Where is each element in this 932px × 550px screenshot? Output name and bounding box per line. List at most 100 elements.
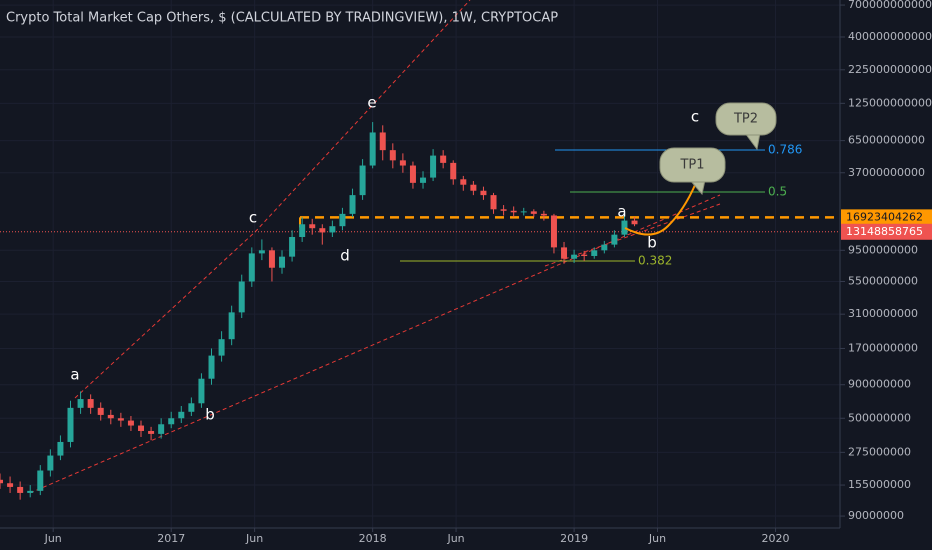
y-tick-label: 5500000000 bbox=[848, 274, 918, 287]
candle-body bbox=[621, 220, 628, 235]
candle-body bbox=[500, 209, 507, 211]
candle-body bbox=[208, 355, 215, 379]
candle-body bbox=[47, 455, 54, 471]
candle-body bbox=[339, 213, 346, 227]
x-tick-label: Jun bbox=[648, 532, 666, 545]
fib-label: 0.382 bbox=[638, 254, 672, 268]
candle-body bbox=[97, 407, 104, 415]
candle-body bbox=[329, 226, 336, 233]
candle-body bbox=[238, 281, 245, 313]
candle-body bbox=[228, 312, 235, 340]
wave-label: d bbox=[340, 247, 350, 265]
candle-body bbox=[27, 490, 34, 493]
candle-body bbox=[490, 195, 497, 210]
x-tick-label: Jun bbox=[446, 532, 464, 545]
candle-body bbox=[198, 378, 205, 404]
candle-body bbox=[440, 155, 447, 163]
candle-body bbox=[309, 224, 316, 229]
candle-body bbox=[631, 220, 638, 225]
candle-body bbox=[430, 155, 437, 178]
fib-label: 0.786 bbox=[768, 143, 802, 157]
y-tick-label: 65000000000 bbox=[848, 134, 925, 147]
x-tick-label: 2017 bbox=[157, 532, 185, 545]
candle-body bbox=[0, 479, 3, 484]
projection bbox=[624, 184, 696, 236]
callout-box bbox=[715, 102, 777, 136]
y-tick-label: 700000000000 bbox=[848, 0, 932, 11]
candle-body bbox=[460, 179, 467, 185]
y-tick-label: 900000000 bbox=[848, 378, 911, 391]
candle-body bbox=[399, 160, 406, 166]
candle-body bbox=[379, 132, 386, 151]
candle-body bbox=[530, 211, 537, 214]
candle-body bbox=[480, 190, 487, 196]
wave-label: a bbox=[617, 203, 626, 221]
y-tick-label: 3100000000 bbox=[848, 307, 918, 320]
candle-body bbox=[510, 210, 517, 213]
y-tick-label: 500000000 bbox=[848, 411, 911, 424]
candle-body bbox=[289, 236, 296, 257]
y-tick-label: 90000000 bbox=[848, 509, 904, 522]
candle-body bbox=[268, 250, 275, 268]
price-label: 16923404262 bbox=[846, 210, 923, 223]
candle-body bbox=[258, 250, 265, 254]
candle-body bbox=[520, 211, 527, 213]
candle-body bbox=[7, 483, 14, 487]
candle-body bbox=[87, 399, 94, 408]
candle-body bbox=[611, 234, 618, 245]
candle-body bbox=[57, 441, 64, 456]
callout-box bbox=[659, 147, 726, 183]
candle-body bbox=[601, 244, 608, 251]
x-tick-label: Jun bbox=[245, 532, 263, 545]
y-tick-label: 9500000000 bbox=[848, 243, 918, 256]
candle-body bbox=[188, 403, 195, 412]
candle-body bbox=[591, 250, 598, 256]
callout-label: TP1 bbox=[679, 158, 704, 173]
candle-body bbox=[127, 420, 134, 426]
wave-label: a bbox=[70, 366, 79, 384]
candle-body bbox=[158, 424, 165, 434]
annotations: 0.786 0.5 0.382 a b c d e a b c TP1 TP2 bbox=[70, 94, 802, 424]
candle-body bbox=[409, 165, 416, 183]
candle-body bbox=[67, 407, 74, 442]
candle-body bbox=[138, 425, 145, 431]
candle-body bbox=[178, 411, 185, 419]
axes: 700000000000 400000000000 225000000000 1250… bbox=[44, 0, 932, 545]
candle-body bbox=[581, 254, 588, 256]
chart-title: Crypto Total Market Cap Others, $ (CALCU… bbox=[6, 11, 558, 26]
price-axis-bg bbox=[840, 0, 932, 550]
candle-body bbox=[389, 150, 396, 161]
candle-body bbox=[450, 162, 457, 180]
x-tick-label: 2020 bbox=[762, 532, 790, 545]
trend-line bbox=[254, 0, 471, 233]
candle-body bbox=[561, 247, 568, 259]
candle-body bbox=[319, 228, 326, 233]
fib-label: 0.5 bbox=[768, 185, 787, 199]
y-tick-label: 155000000 bbox=[848, 478, 911, 491]
callout-label: TP2 bbox=[733, 112, 758, 127]
candle-body bbox=[117, 418, 124, 421]
candle-body bbox=[359, 165, 366, 196]
candle-body bbox=[369, 132, 376, 166]
candle-body bbox=[349, 195, 356, 214]
candle-body bbox=[218, 339, 225, 356]
callout-tail bbox=[689, 179, 706, 196]
candle-body bbox=[17, 486, 24, 493]
y-tick-label: 400000000000 bbox=[848, 30, 932, 43]
candle-body bbox=[299, 224, 306, 237]
callout-tail bbox=[744, 132, 761, 151]
y-tick-label: 37000000000 bbox=[848, 166, 925, 179]
candle-body bbox=[279, 256, 286, 268]
wave-label: e bbox=[367, 94, 376, 112]
wave-label: b bbox=[647, 234, 657, 252]
price-label: 13148858765 bbox=[846, 225, 923, 238]
wave-label: b bbox=[205, 406, 215, 424]
candle-body bbox=[470, 184, 477, 191]
x-tick-label: 2019 bbox=[560, 532, 588, 545]
wave-label: c bbox=[691, 108, 699, 126]
candle-body bbox=[420, 177, 427, 183]
candle-body bbox=[148, 430, 155, 434]
trend-line bbox=[74, 231, 256, 399]
wave-label: c bbox=[249, 209, 257, 227]
